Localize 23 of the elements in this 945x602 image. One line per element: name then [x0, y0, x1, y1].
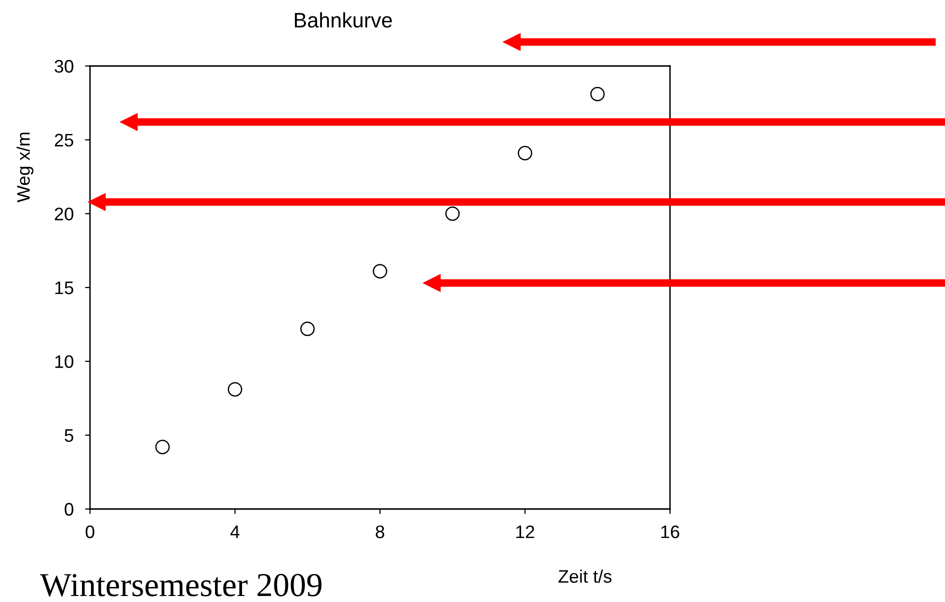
- x-tick-label: 8: [376, 525, 384, 538]
- y-tick-label: 5: [64, 429, 74, 442]
- chart-title: Bahnkurve: [294, 12, 392, 28]
- y-tick-label: 15: [55, 282, 74, 294]
- x-tick-label: 0: [86, 525, 94, 538]
- point: [155, 440, 170, 454]
- y-axis-title: Weg x/m: [16, 132, 34, 202]
- point: [228, 382, 242, 397]
- y-tick-label: 20: [54, 208, 74, 220]
- text: Wintersemester 2009: [40, 574, 322, 597]
- y-tick-label: 30: [54, 60, 74, 73]
- y-tick-label: 10: [55, 355, 74, 368]
- point: [300, 322, 315, 336]
- y-tick-label: 25: [54, 134, 74, 147]
- x-tick-label: 4: [230, 526, 240, 538]
- point: [372, 264, 388, 278]
- point: [590, 86, 605, 102]
- point: [445, 206, 460, 221]
- x-axis-title: Zeit t/s: [558, 570, 612, 583]
- point: [518, 146, 532, 160]
- x-tick-label: 16: [661, 525, 680, 538]
- x-tick-label: 12: [516, 525, 534, 538]
- y-tick-label: 0: [64, 502, 74, 516]
